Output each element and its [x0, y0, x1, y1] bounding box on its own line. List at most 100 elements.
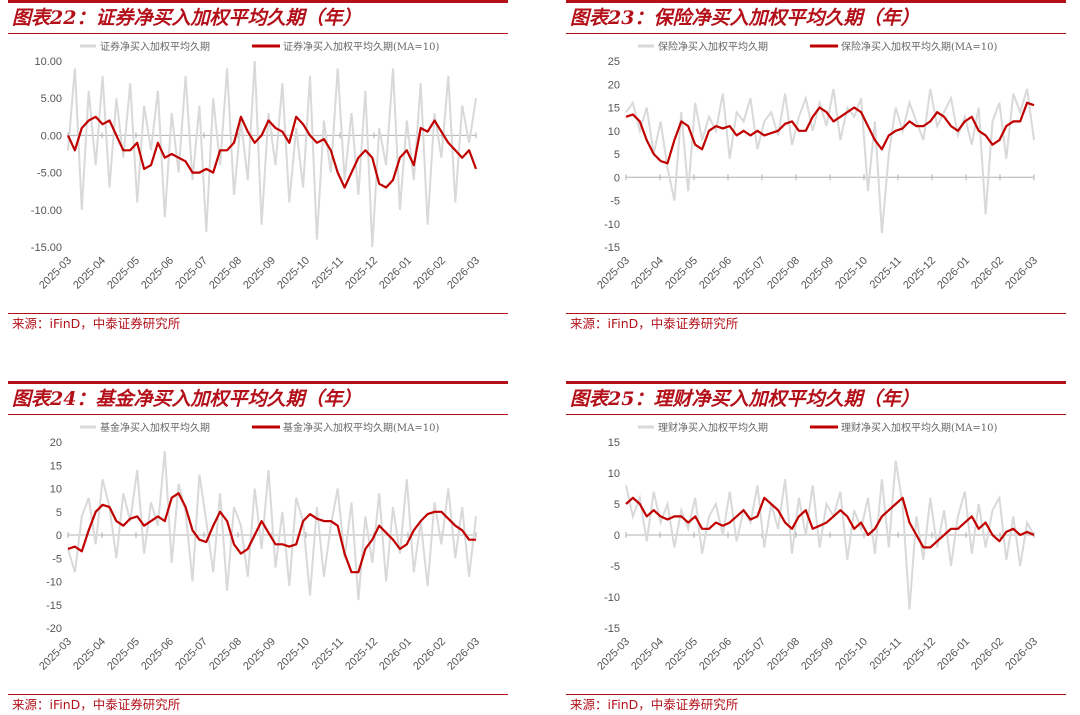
x-tick-label: 2025-05	[663, 255, 700, 292]
x-tick-label: 2025-10	[833, 255, 870, 292]
y-tick-label: 5.00	[41, 93, 62, 105]
x-tick-label: 2025-08	[765, 255, 802, 292]
x-tick-label: 2026-03	[1003, 255, 1040, 292]
y-tick-label: -15	[46, 600, 62, 612]
chart-wealth: 151050-5-10-152025-032025-042025-052025-…	[595, 421, 1040, 673]
x-tick-label: 2025-08	[765, 636, 802, 673]
y-tick-label: -10	[604, 219, 620, 231]
ma-series-line	[67, 492, 476, 574]
panel-top-bar	[566, 0, 1066, 3]
x-tick-label: 2025-03	[595, 636, 632, 673]
y-tick-label: -15.00	[31, 242, 62, 254]
x-tick-label: 2025-06	[139, 255, 176, 292]
y-tick-label: -15	[604, 242, 620, 254]
panel-top-bar	[8, 0, 508, 3]
y-tick-label: 5	[614, 499, 620, 511]
chart-panel-securities: 图表22：证券净买入加权平均久期（年） 10.00 5.00 0.00 -5.00 -1…	[8, 0, 508, 334]
y-tick-label: -10	[46, 577, 62, 589]
y-tick-label: -5.00	[37, 168, 62, 180]
x-tick-label: 2025-11	[868, 255, 904, 291]
x-tick-label: 2025-06	[697, 636, 734, 673]
source-divider	[8, 313, 508, 314]
panel-top-bar	[8, 381, 508, 384]
source-divider	[566, 694, 1066, 695]
x-tick-label: 2025-03	[595, 255, 632, 292]
x-tick-label: 2025-07	[731, 255, 768, 292]
source-note: 来源：iFinD，中泰证券研究所	[12, 697, 181, 712]
chart-title: 图表24：基金净买入加权平均久期（年）	[12, 388, 362, 410]
x-tick-label: 2025-11	[310, 255, 346, 291]
chart-title: 图表22：证券净买入加权平均久期（年）	[12, 7, 362, 29]
y-tick-label: 15	[608, 437, 620, 449]
y-tick-label: 0	[614, 530, 620, 542]
legend-label-raw: 证券净买入加权平均久期	[100, 40, 210, 53]
x-tick-label: 2025-09	[241, 255, 278, 292]
y-tick-label: 10	[608, 126, 620, 138]
x-tick-label: 2025-04	[71, 255, 108, 292]
source-divider	[566, 313, 1066, 314]
x-tick-label: 2025-10	[833, 636, 870, 673]
x-tick-label: 2025-10	[275, 255, 312, 292]
y-tick-label: -10.00	[31, 205, 62, 217]
chart-title: 图表23：保险净买入加权平均久期（年）	[570, 7, 920, 29]
y-tick-label: 0	[56, 530, 62, 542]
x-tick-label: 2025-07	[173, 636, 210, 673]
x-tick-label: 2025-07	[173, 255, 210, 292]
x-tick-label: 2026-01	[935, 255, 972, 292]
x-tick-label: 2025-12	[343, 255, 380, 292]
source-divider	[8, 694, 508, 695]
y-tick-label: 10	[608, 468, 620, 480]
x-tick-label: 2026-02	[969, 636, 1006, 673]
chart-securities: 10.005.000.00-5.00-10.00-15.002025-03202…	[31, 40, 482, 292]
x-tick-label: 2025-11	[868, 636, 904, 672]
x-tick-label: 2026-01	[377, 255, 414, 292]
x-tick-label: 2026-02	[411, 255, 448, 292]
y-tick-label: 20	[608, 79, 620, 91]
x-tick-label: 2025-07	[731, 636, 768, 673]
ma-series-line	[67, 115, 478, 189]
panel-top-bar	[566, 381, 1066, 384]
legend-label-ma: 理财净买入加权平均久期(MA=10)	[841, 421, 997, 434]
x-tick-label: 2026-01	[935, 636, 972, 673]
chart-panel-insurance: 图表23：保险净买入加权平均久期（年） 25 20 15 10 5 0 -5 -10 -15 20…	[566, 0, 1066, 334]
y-tick-label: 0	[614, 172, 620, 184]
y-tick-label: -15	[604, 623, 620, 635]
x-tick-label: 2025-03	[37, 636, 74, 673]
y-tick-label: 5	[56, 507, 62, 519]
y-tick-label: 10	[50, 484, 62, 496]
y-tick-label: 15	[608, 103, 620, 115]
x-tick-label: 2025-09	[241, 636, 278, 673]
source-note: 来源：iFinD，中泰证券研究所	[12, 316, 181, 331]
raw-series-line	[67, 60, 477, 248]
x-tick-label: 2026-02	[969, 255, 1006, 292]
y-tick-label: -5	[52, 553, 62, 565]
x-tick-label: 2025-04	[629, 636, 666, 673]
title-divider	[8, 33, 508, 34]
chart-title: 图表25：理财净买入加权平均久期（年）	[570, 388, 920, 410]
legend-label-ma: 基金净买入加权平均久期(MA=10)	[283, 421, 439, 434]
y-tick-label: -20	[46, 623, 62, 635]
x-tick-label: 2025-04	[71, 636, 108, 673]
y-tick-label: 10.00	[34, 56, 62, 68]
x-tick-label: 2025-11	[310, 636, 346, 672]
raw-series-line	[625, 88, 1035, 234]
x-tick-label: 2025-12	[901, 255, 938, 292]
x-tick-label: 2026-03	[445, 255, 482, 292]
chart-panel-fund: 图表24：基金净买入加权平均久期（年） 20 15 10 5 0 -5 -10 -15 -20 2…	[8, 381, 508, 715]
ma-series-line	[625, 496, 1035, 549]
legend-label-raw: 基金净买入加权平均久期	[100, 421, 210, 434]
x-tick-label: 2025-05	[663, 636, 700, 673]
y-tick-label: -5	[610, 561, 620, 573]
legend-label-raw: 理财净买入加权平均久期	[658, 421, 768, 434]
y-tick-label: 25	[608, 56, 620, 68]
x-tick-label: 2025-12	[343, 636, 380, 673]
x-tick-label: 2025-06	[139, 636, 176, 673]
y-tick-label: 5	[614, 149, 620, 161]
x-tick-label: 2026-01	[377, 636, 414, 673]
y-tick-label: -5	[610, 196, 620, 208]
y-tick-label: 15	[50, 460, 62, 472]
legend-label-raw: 保险净买入加权平均久期	[658, 40, 768, 53]
chart-fund: 20 15 10 5 0 -5 -10 -15 -202025-032025-042025-05…	[37, 421, 482, 673]
x-tick-label: 2025-08	[207, 636, 244, 673]
x-tick-label: 2025-05	[105, 255, 142, 292]
